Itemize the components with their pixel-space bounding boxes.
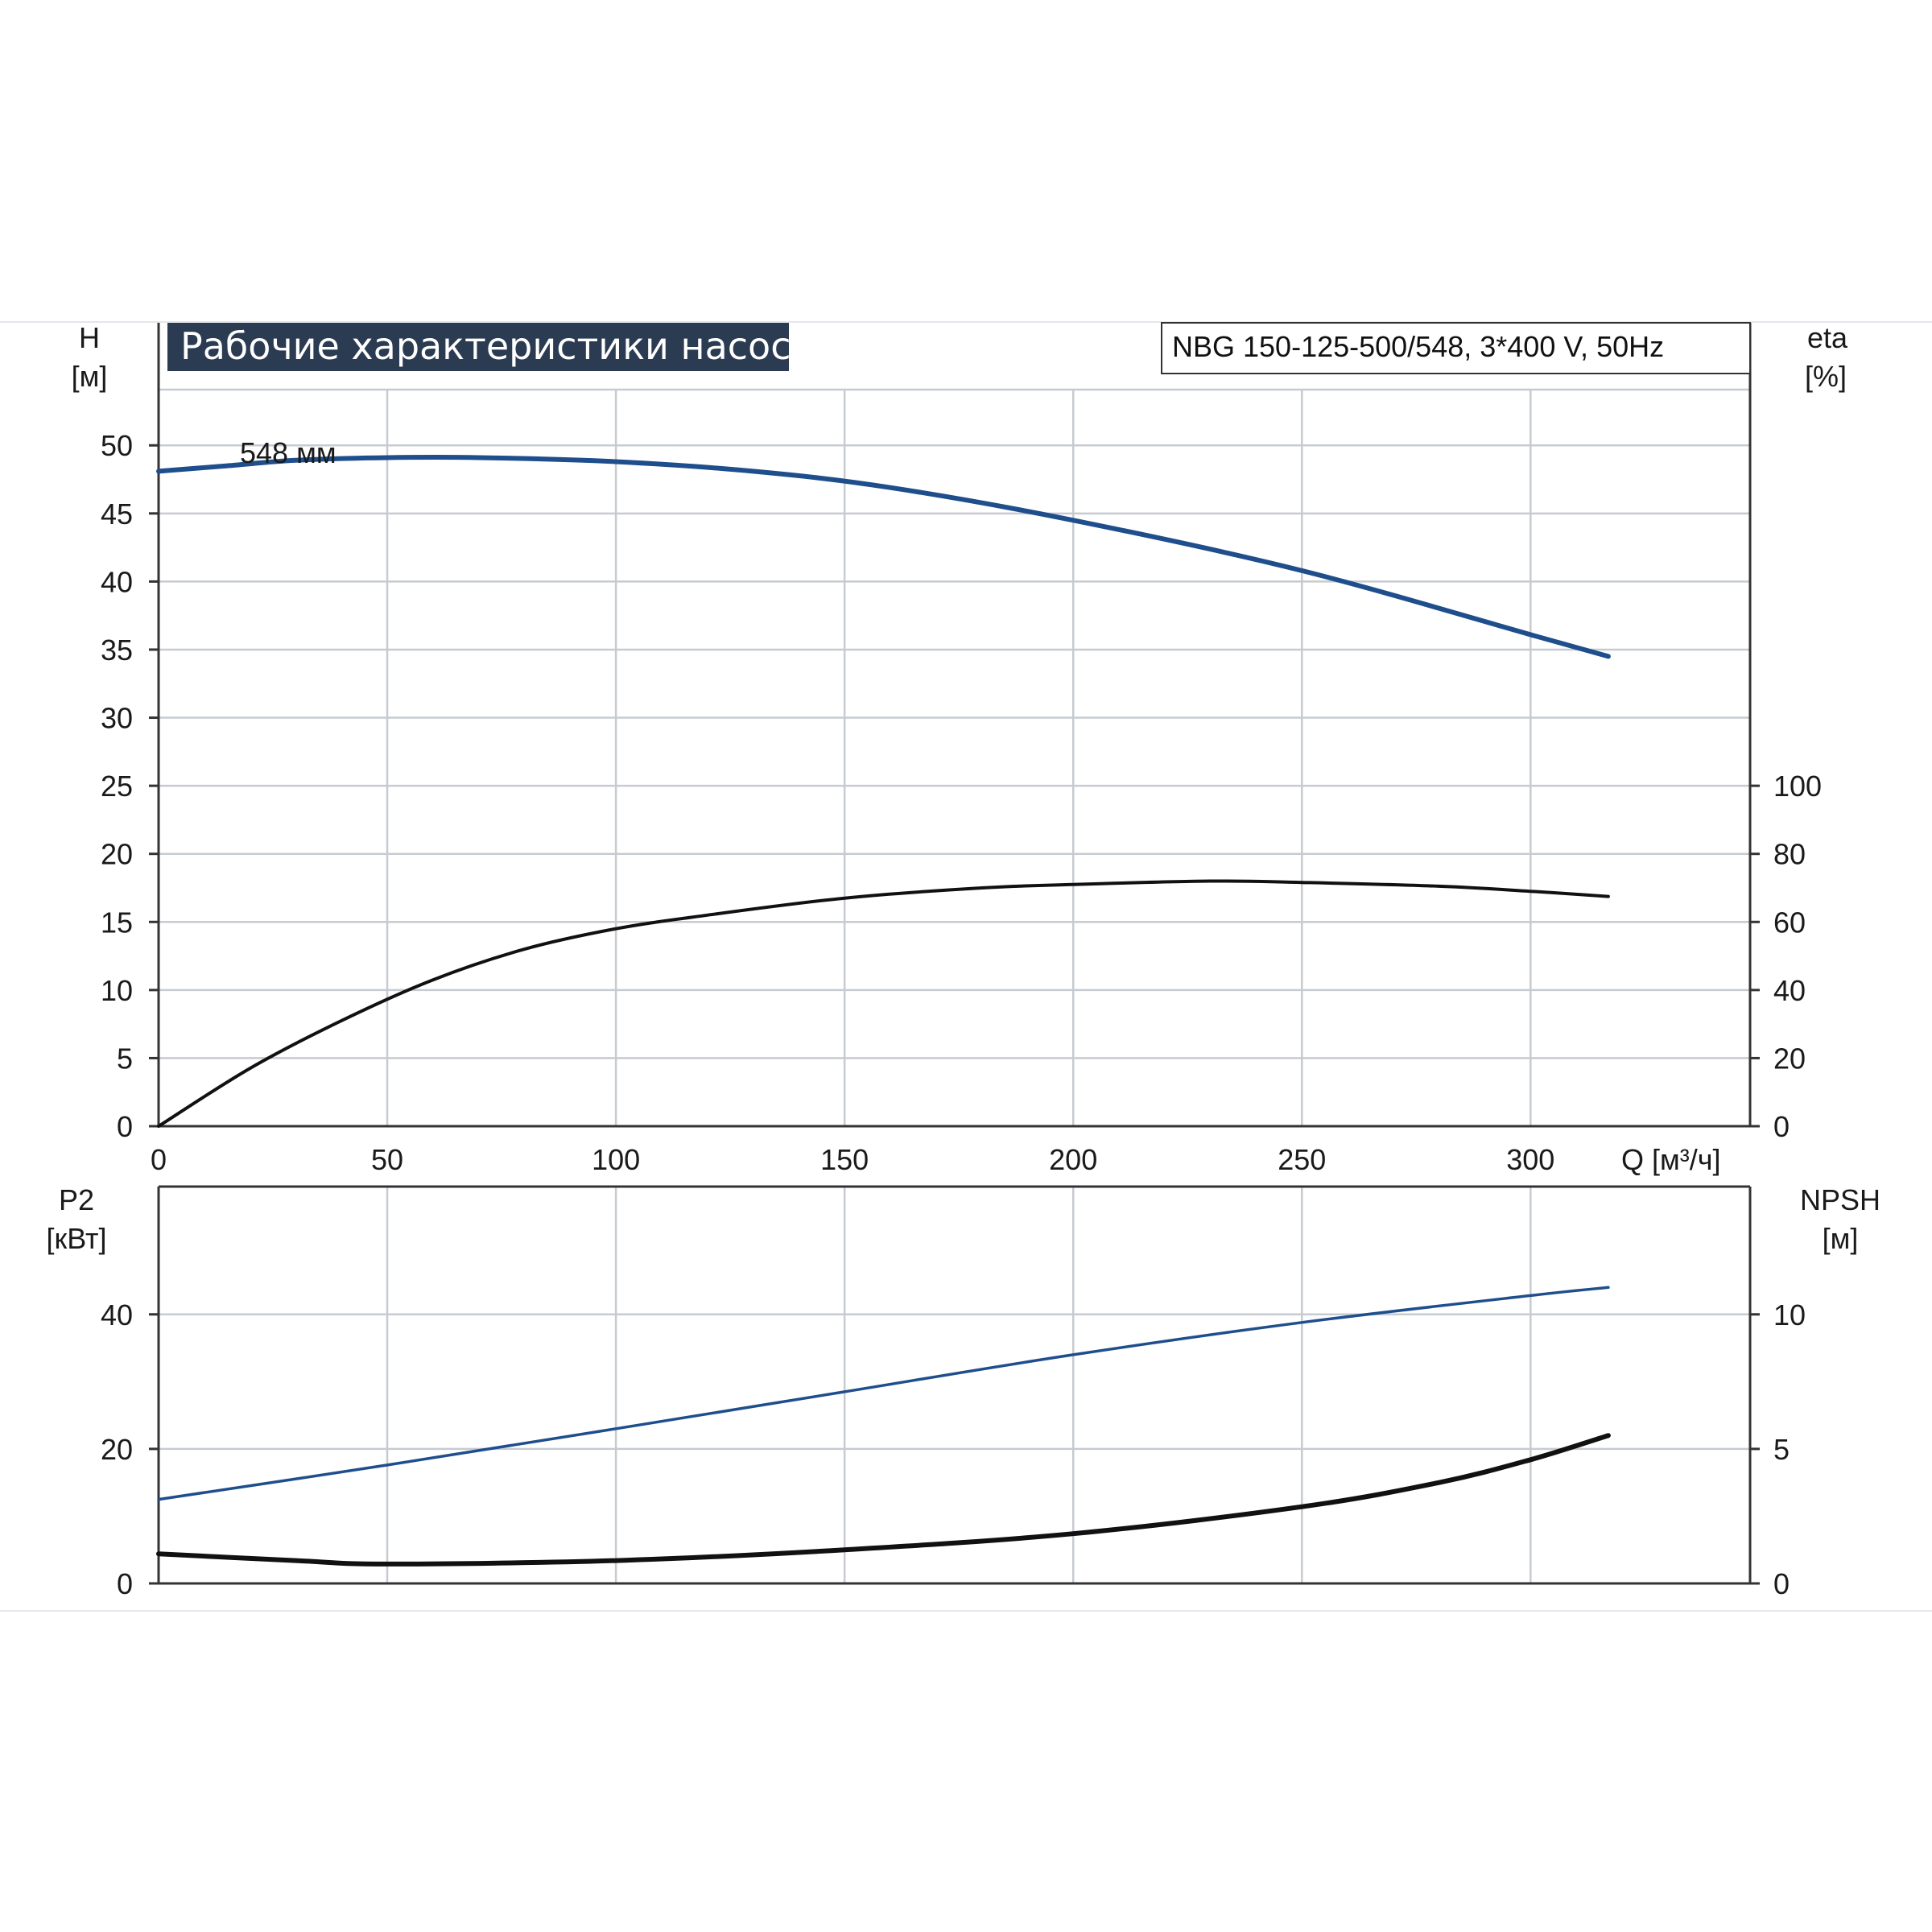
bottom-left-tick-label: 40 — [101, 1298, 133, 1331]
top-left-tick-label: 30 — [101, 702, 133, 735]
head-axis-unit: [м] — [72, 360, 108, 393]
top-left-tick-label: 40 — [101, 565, 133, 598]
head-efficiency-panel: 0 5 10 15 20 25 30 35 40 45 50 0 20 40 60 80 100 0 50 100 15… — [101, 323, 1822, 1176]
power-axis-unit: [кВт] — [46, 1222, 106, 1255]
top-left-tick-label: 10 — [101, 974, 133, 1007]
model-box — [1161, 322, 1751, 374]
top-left-tick-label: 50 — [101, 429, 133, 462]
top-left-tick-label: 0 — [117, 1110, 133, 1143]
bottom-right-tick-label: 5 — [1773, 1433, 1790, 1466]
power-curve — [157, 1286, 1610, 1501]
x-tick-label: 200 — [1049, 1143, 1097, 1176]
bottom-right-tick-label: 0 — [1773, 1567, 1790, 1600]
power-npsh-panel: 0 20 40 0 5 10 — [101, 1185, 1806, 1600]
x-tick-label: 150 — [820, 1143, 869, 1176]
x-tick-label: 50 — [371, 1143, 403, 1176]
top-left-tick-label: 35 — [101, 634, 133, 667]
top-left-tick-label: 15 — [101, 906, 133, 939]
title-box — [167, 323, 789, 371]
bottom-left-tick-label: 20 — [101, 1433, 133, 1466]
efficiency-curve — [157, 879, 1610, 1128]
x-tick-label: 300 — [1506, 1143, 1554, 1176]
npsh-curve — [156, 1433, 1611, 1567]
bottom-left-tick-label: 0 — [117, 1567, 133, 1600]
model-label: NBG 150-125-500/548, 3*400 V, 50Hz — [1172, 330, 1664, 363]
top-left-tick-label: 25 — [101, 770, 133, 803]
top-right-tick-label: 100 — [1773, 770, 1822, 803]
top-right-tick-label: 80 — [1773, 838, 1806, 871]
top-right-tick-label: 20 — [1773, 1042, 1806, 1075]
impeller-diameter-label: 548 мм — [240, 436, 336, 469]
x-tick-label: 0 — [151, 1143, 167, 1176]
top-left-tick-label: 5 — [117, 1042, 133, 1075]
chart-title: Рабочие характеристики насоса — [180, 324, 814, 368]
power-axis-title: P2 — [59, 1183, 94, 1216]
eta-axis-title: eta — [1807, 321, 1848, 354]
bottom-right-tick-label: 10 — [1773, 1298, 1806, 1331]
top-left-tick-label: 20 — [101, 838, 133, 871]
top-right-tick-label: 60 — [1773, 906, 1806, 939]
top-right-tick-label: 40 — [1773, 974, 1806, 1007]
npsh-axis-unit: [м] — [1823, 1222, 1859, 1255]
top-right-tick-label: 0 — [1773, 1110, 1790, 1143]
x-tick-label: 100 — [592, 1143, 640, 1176]
eta-axis-unit: [%] — [1805, 360, 1847, 393]
head-curve — [156, 454, 1611, 659]
x-tick-label: 250 — [1278, 1143, 1326, 1176]
npsh-axis-title: NPSH — [1800, 1183, 1880, 1216]
head-axis-title: H — [79, 321, 100, 354]
top-left-tick-label: 45 — [101, 497, 133, 530]
flow-axis-title: Q [м³/ч] — [1621, 1143, 1721, 1176]
